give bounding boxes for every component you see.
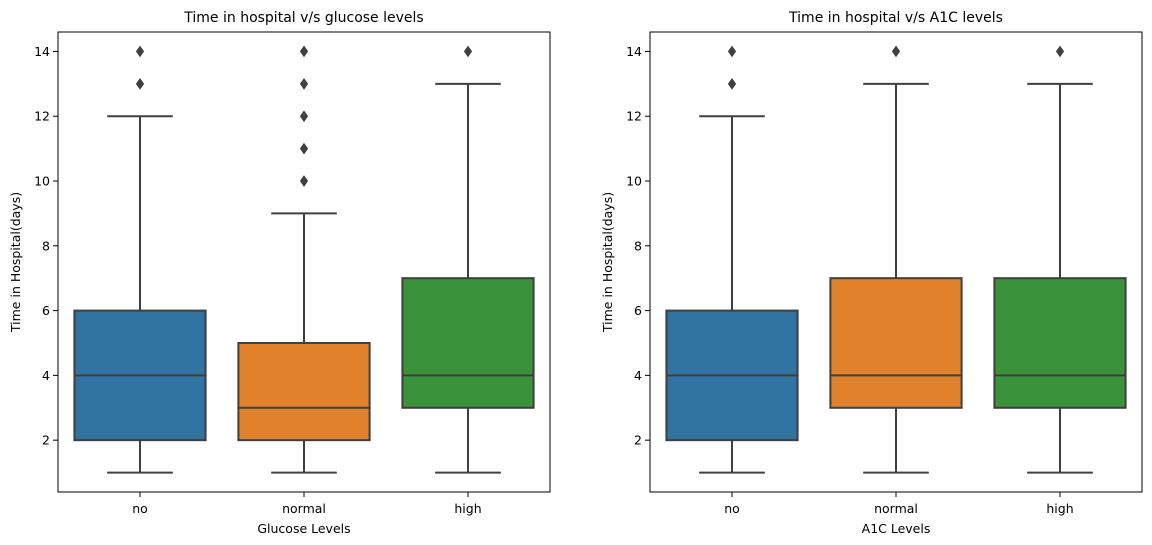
y-axis-label: Time in Hospital(days) — [600, 192, 615, 333]
outlier-point — [891, 45, 901, 58]
box-normal — [829, 277, 963, 409]
y-tick-label: 14 — [626, 44, 642, 59]
outlier-point — [135, 45, 145, 58]
plot-area: 2 4 6 8 10 12 14 no normal high — [626, 31, 1143, 516]
x-tick-label: normal — [282, 501, 326, 516]
outlier-point — [299, 45, 309, 58]
x-tick-label: no — [724, 501, 740, 516]
y-tick-label: 6 — [634, 303, 642, 318]
outlier-point — [299, 175, 309, 187]
x-axis-label: Glucose Levels — [257, 521, 350, 536]
y-tick-label: 2 — [634, 433, 642, 448]
box-high — [993, 277, 1127, 409]
x-tick-label: no — [132, 501, 148, 516]
x-tick-label: normal — [874, 501, 918, 516]
outlier-point — [727, 45, 737, 58]
y-tick-label: 12 — [34, 109, 50, 124]
y-tick-label: 8 — [42, 238, 50, 253]
y-tick-label: 10 — [626, 174, 642, 189]
plot-area: 2 4 6 8 10 12 14 no normal high — [34, 31, 551, 516]
x-tick-label: high — [1046, 501, 1073, 516]
y-tick-label: 8 — [634, 238, 642, 253]
y-tick-label: 6 — [42, 303, 50, 318]
y-tick-label: 10 — [34, 174, 50, 189]
outlier-point — [299, 142, 309, 155]
x-axis-label: A1C Levels — [862, 521, 931, 536]
box-high — [401, 277, 535, 409]
y-tick-label: 4 — [634, 368, 642, 383]
plot-frame — [649, 31, 1143, 493]
outlier-point — [299, 110, 309, 123]
outlier-point — [1055, 45, 1065, 58]
y-tick-label: 14 — [34, 44, 50, 59]
y-tick-label: 2 — [42, 433, 50, 448]
y-axis-label: Time in Hospital(days) — [8, 192, 23, 333]
y-tick-label: 12 — [626, 109, 642, 124]
box-normal — [237, 341, 371, 442]
chart-panel-a1c: Time in hospital v/s A1C levels A1C Leve… — [600, 10, 1143, 536]
chart-title: Time in hospital v/s A1C levels — [788, 10, 1003, 26]
plot-frame — [57, 31, 551, 493]
outlier-point — [135, 77, 145, 90]
outlier-point — [463, 45, 473, 58]
x-tick-label: high — [454, 501, 481, 516]
outlier-point — [299, 77, 309, 90]
chart-panel-glucose: Time in hospital v/s glucose levels Gluc… — [8, 10, 551, 536]
chart-title: Time in hospital v/s glucose levels — [183, 10, 423, 26]
outlier-point — [727, 77, 737, 90]
y-tick-label: 4 — [42, 368, 50, 383]
